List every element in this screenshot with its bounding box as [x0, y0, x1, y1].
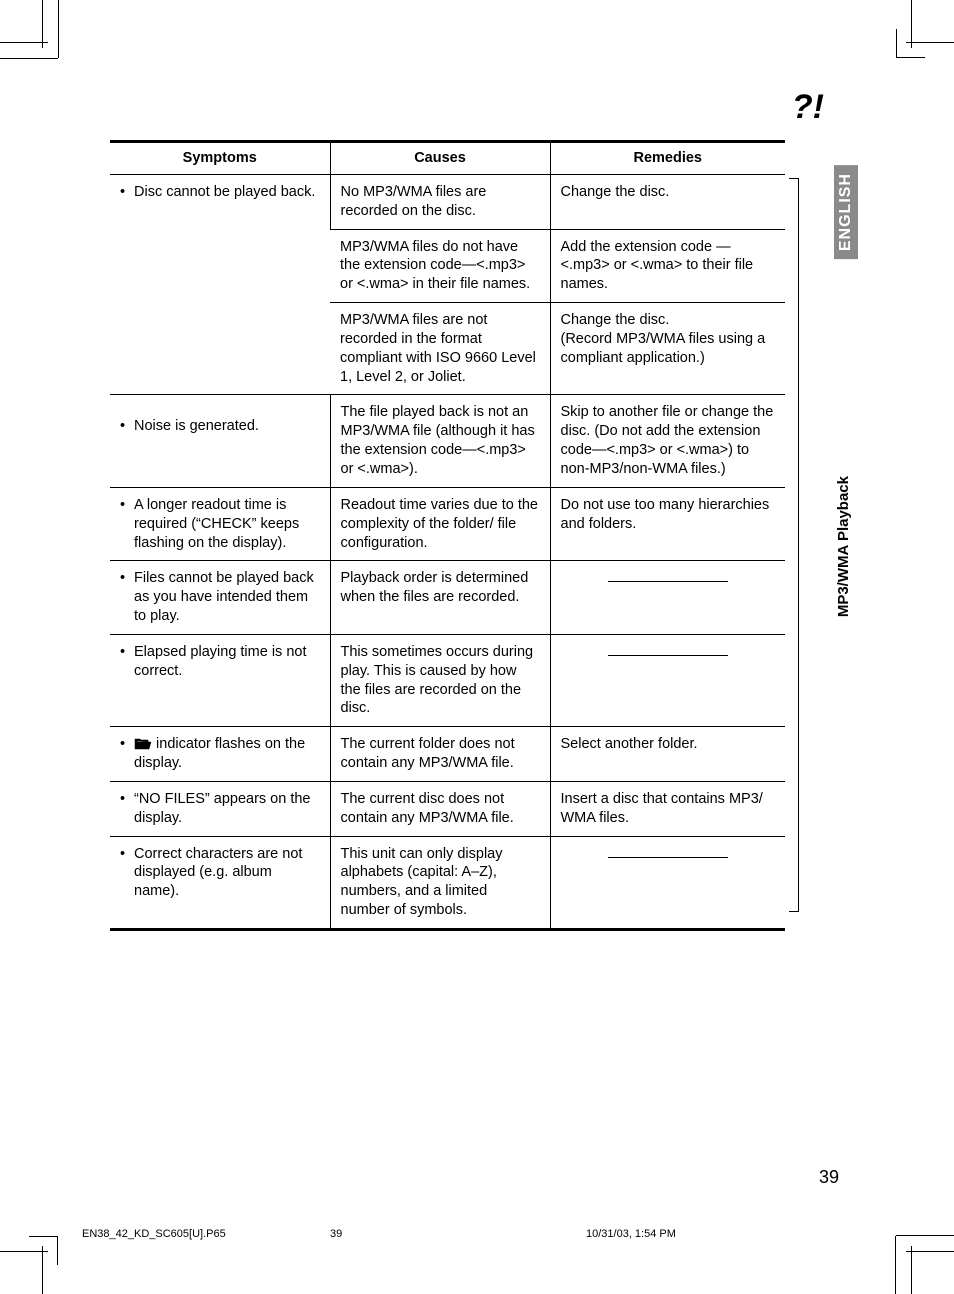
cause-cell: This unit can only display alphabets (ca… — [330, 836, 550, 929]
symptom-text: Files cannot be played back as you have … — [134, 569, 320, 626]
table-row: •A longer readout time is required (“CHE… — [110, 487, 785, 561]
symptom-text: “NO FILES” appears on the display. — [134, 790, 320, 828]
cause-cell: No MP3/WMA files are recorded on the dis… — [330, 174, 550, 229]
symptom-text: Correct characters are not displayed (e.… — [134, 845, 320, 902]
symptom-text: Disc cannot be played back. — [134, 183, 320, 202]
folder-icon — [134, 738, 152, 750]
crop-mark — [896, 29, 925, 58]
cause-cell: The current folder does not contain any … — [330, 727, 550, 782]
crop-mark — [58, 0, 59, 58]
crop-mark — [29, 1236, 58, 1265]
remedy-cell: Skip to another file or change the disc.… — [550, 395, 785, 487]
table-row: •Files cannot be played back as you have… — [110, 561, 785, 635]
remedy-cell: Change the disc. (Record MP3/WMA files u… — [550, 303, 785, 395]
symptom-text: A longer readout time is required (“CHEC… — [134, 496, 320, 553]
crop-mark — [895, 1236, 896, 1294]
cause-cell: This sometimes occurs during play. This … — [330, 634, 550, 726]
remedy-cell: Add the extension code —<.mp3> or <.wma>… — [550, 229, 785, 303]
symptom-cell: •Disc cannot be played back. — [110, 174, 330, 395]
table-row: • indicator flashes on the display. The … — [110, 727, 785, 782]
crop-mark — [42, 0, 43, 48]
cause-cell: The current disc does not contain any MP… — [330, 781, 550, 836]
symptom-cell: •“NO FILES” appears on the display. — [110, 781, 330, 836]
remedy-cell-none — [550, 836, 785, 929]
table-row: •Noise is generated. The file played bac… — [110, 395, 785, 487]
symptom-cell: •Correct characters are not displayed (e… — [110, 836, 330, 929]
table-row: •Elapsed playing time is not correct. Th… — [110, 634, 785, 726]
footer-filename: EN38_42_KD_SC605[U].P65 — [82, 1228, 226, 1240]
crop-mark — [896, 1235, 954, 1236]
symptom-text: Noise is generated. — [134, 417, 320, 436]
symptom-cell: •Elapsed playing time is not correct. — [110, 634, 330, 726]
remedy-cell: Do not use too many hierarchies and fold… — [550, 487, 785, 561]
table-row: •Disc cannot be played back. No MP3/WMA … — [110, 174, 785, 229]
page-content: Symptoms Causes Remedies •Disc cannot be… — [110, 140, 810, 931]
remedy-cell: Change the disc. — [550, 174, 785, 229]
troubleshooting-table: Symptoms Causes Remedies •Disc cannot be… — [110, 140, 785, 931]
table-header-row: Symptoms Causes Remedies — [110, 142, 785, 175]
header-symptoms: Symptoms — [110, 142, 330, 175]
cause-cell: Readout time varies due to the complexit… — [330, 487, 550, 561]
remedy-cell-none — [550, 561, 785, 635]
cause-cell: The file played back is not an MP3/WMA f… — [330, 395, 550, 487]
footer-timestamp: 10/31/03, 1:54 PM — [586, 1228, 676, 1240]
table-row: •Correct characters are not displayed (e… — [110, 836, 785, 929]
remedy-cell: Insert a disc that contains MP3/ WMA fil… — [550, 781, 785, 836]
symptom-text: Elapsed playing time is not correct. — [134, 643, 320, 681]
symptom-cell: • indicator flashes on the display. — [110, 727, 330, 782]
question-icon: ?! — [792, 88, 824, 127]
symptom-cell: •A longer readout time is required (“CHE… — [110, 487, 330, 561]
header-causes: Causes — [330, 142, 550, 175]
page-number: 39 — [819, 1167, 839, 1188]
symptom-cell: •Files cannot be played back as you have… — [110, 561, 330, 635]
section-label: MP3/WMA Playback — [835, 476, 852, 617]
remedy-cell-none — [550, 634, 785, 726]
cause-cell: MP3/WMA files do not have the extension … — [330, 229, 550, 303]
header-remedies: Remedies — [550, 142, 785, 175]
symptom-cell: •Noise is generated. — [110, 395, 330, 487]
footer-page: 39 — [330, 1228, 342, 1240]
symptom-text: indicator flashes on the display. — [134, 736, 305, 771]
crop-mark — [0, 42, 48, 43]
cause-cell: Playback order is determined when the fi… — [330, 561, 550, 635]
language-tab: ENGLISH — [834, 165, 858, 259]
crop-mark — [906, 1251, 954, 1252]
cause-cell: MP3/WMA files are not recorded in the fo… — [330, 303, 550, 395]
crop-mark — [911, 1246, 912, 1294]
crop-mark — [0, 58, 58, 59]
remedy-cell: Select another folder. — [550, 727, 785, 782]
table-row: •“NO FILES” appears on the display. The … — [110, 781, 785, 836]
